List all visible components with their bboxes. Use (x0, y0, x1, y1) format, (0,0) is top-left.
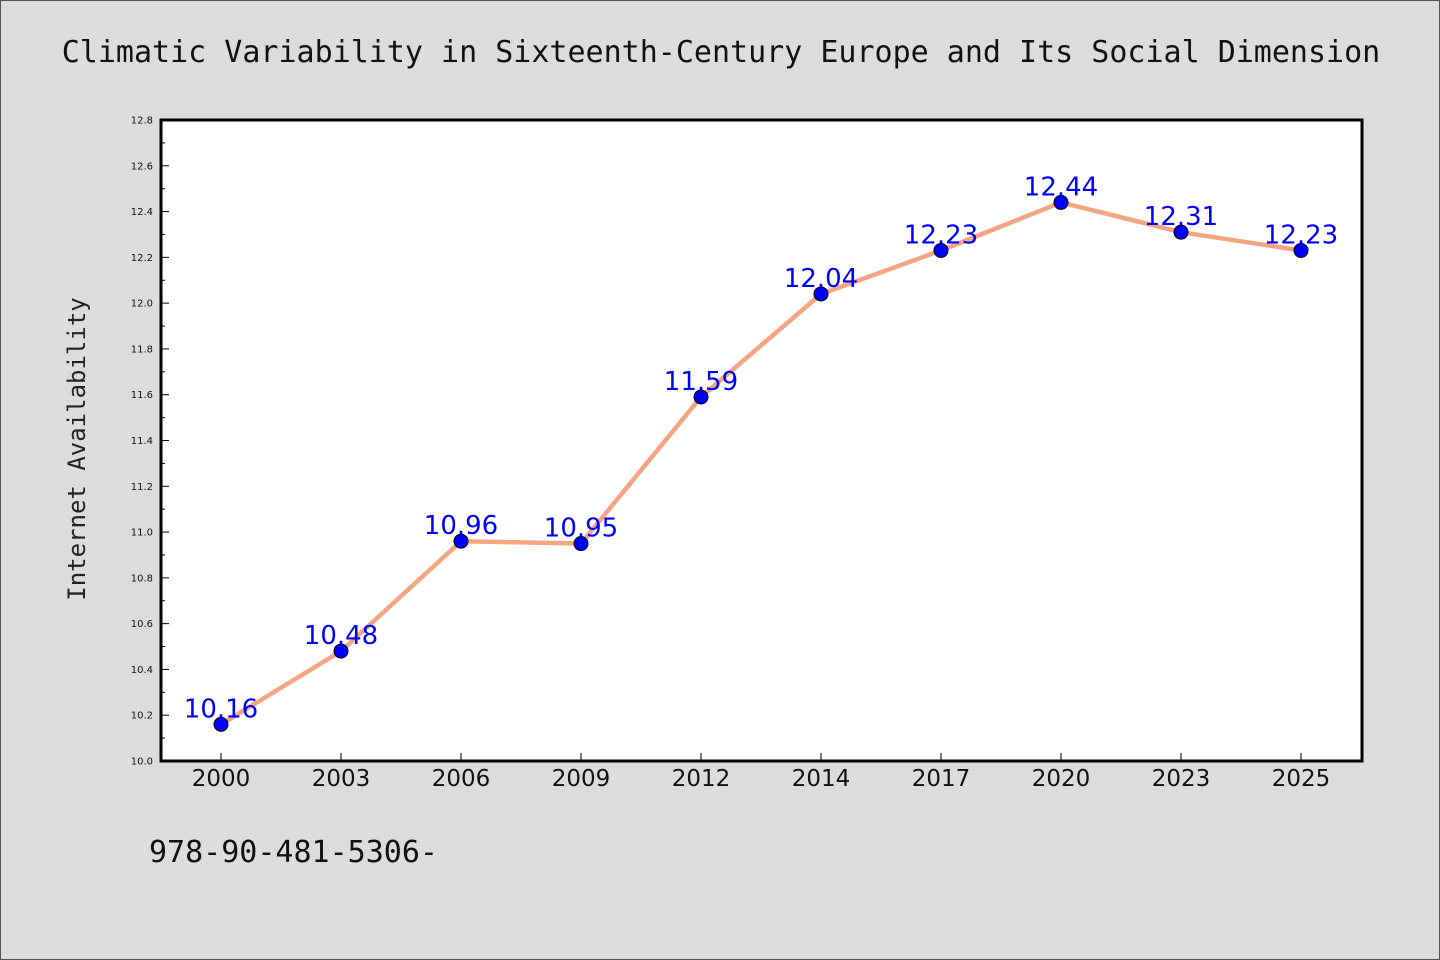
x-tick-label: 2017 (912, 766, 971, 792)
y-tick-label: 10.2 (131, 711, 153, 722)
y-tick-label: 10.0 (131, 757, 153, 768)
data-point (453, 533, 469, 549)
x-tick-label: 2014 (792, 766, 851, 792)
x-tick-label: 2023 (1152, 766, 1211, 792)
x-tick-label: 2025 (1272, 766, 1331, 792)
y-tick-label: 12.4 (131, 207, 153, 218)
data-label: 12.23 (904, 220, 978, 250)
data-point (813, 286, 829, 302)
data-label: 10.96 (424, 511, 498, 541)
y-tick-label: 12.6 (131, 161, 153, 172)
data-label: 12.44 (1024, 172, 1098, 202)
data-label: 10.95 (544, 514, 618, 544)
x-tick-label: 2000 (192, 766, 251, 792)
data-label: 11.59 (664, 367, 738, 397)
data-point (213, 716, 229, 732)
y-tick-label: 10.6 (131, 619, 153, 630)
x-tick-label: 2009 (552, 766, 611, 792)
y-tick-label: 11.0 (131, 528, 153, 539)
x-tick-label: 2012 (672, 766, 731, 792)
y-tick-label: 11.2 (131, 482, 153, 493)
y-tick-label: 10.4 (131, 665, 153, 676)
data-point (933, 242, 949, 258)
data-label: 12.23 (1264, 220, 1338, 250)
data-label: 12.31 (1144, 202, 1218, 232)
isbn-text: 978-90-481-5306- (149, 835, 438, 870)
y-tick-label: 10.8 (131, 573, 153, 584)
y-tick-label: 11.6 (131, 390, 153, 401)
data-label: 12.04 (784, 264, 858, 294)
data-point (1293, 242, 1309, 258)
y-tick-label: 12.0 (131, 299, 153, 310)
data-point (1053, 194, 1069, 210)
data-label: 10.16 (184, 694, 258, 724)
y-tick-label: 12.8 (131, 116, 153, 127)
y-tick-label: 11.4 (131, 436, 153, 447)
data-label: 10.48 (304, 621, 378, 651)
x-tick-label: 2020 (1032, 766, 1091, 792)
data-point (693, 389, 709, 405)
y-tick-label: 12.2 (131, 253, 153, 264)
y-tick-label: 11.8 (131, 344, 153, 355)
data-point (573, 536, 589, 552)
data-point (333, 643, 349, 659)
chart-title: Climatic Variability in Sixteenth-Centur… (61, 35, 1381, 70)
x-tick-label: 2006 (432, 766, 491, 792)
data-point (1173, 224, 1189, 240)
series-line (218, 200, 1304, 727)
x-tick-label: 2003 (312, 766, 371, 792)
